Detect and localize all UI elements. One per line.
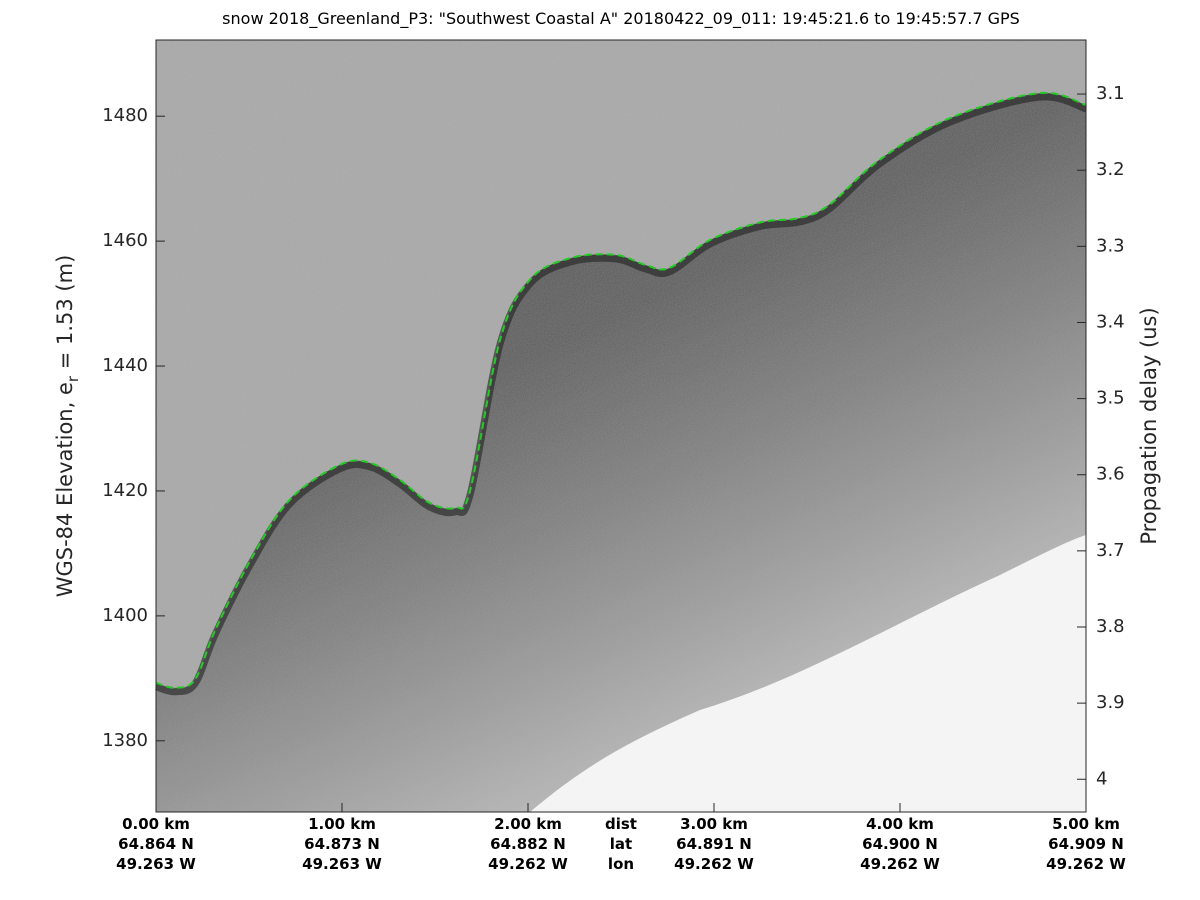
y-tick-label: 1440 — [102, 355, 148, 376]
lon-label: 49.262 W — [488, 855, 568, 873]
y-tick-label: 1420 — [102, 480, 148, 501]
row-label: lat — [610, 835, 632, 853]
plot-frame — [155, 39, 1087, 813]
no-data-region — [530, 535, 1086, 812]
lon-label: 49.262 W — [860, 855, 940, 873]
lat-label: 64.891 N — [676, 835, 752, 853]
y2-tick-label: 3.7 — [1096, 540, 1125, 561]
y2-tick-label: 3.5 — [1096, 388, 1125, 409]
lat-label: 64.900 N — [862, 835, 938, 853]
x-tick-label: 5.00 km — [1052, 815, 1120, 833]
y-tick-label: 1400 — [102, 605, 148, 626]
y2-tick-label: 3.1 — [1096, 83, 1125, 104]
lon-label: 49.263 W — [116, 855, 196, 873]
y2-tick-label: 3.8 — [1096, 616, 1125, 637]
y2-tick-label: 3.3 — [1096, 235, 1125, 256]
surface-line — [155, 91, 1087, 689]
x-tick-label: 2.00 km — [494, 815, 562, 833]
lon-label: 49.262 W — [1046, 855, 1126, 873]
lon-label: 49.262 W — [674, 855, 754, 873]
y2-tick-label: 3.9 — [1096, 692, 1125, 713]
surface-shadow — [154, 93, 1088, 696]
y-tick-label: 1380 — [102, 730, 148, 751]
y-tick-label: 1460 — [102, 230, 148, 251]
y2-tick-label: 3.6 — [1096, 464, 1125, 485]
row-label: lon — [608, 855, 634, 873]
y2-tick-label: 3.2 — [1096, 159, 1125, 180]
lat-label: 64.864 N — [118, 835, 194, 853]
lat-label: 64.873 N — [304, 835, 380, 853]
x-tick-label: 0.00 km — [122, 815, 190, 833]
y2-axis-label: Propagation delay (us) — [1137, 307, 1161, 544]
x-tick-label: 4.00 km — [866, 815, 934, 833]
x-tick-label: 3.00 km — [680, 815, 748, 833]
y-label-rest: = 1.53 (m) — [53, 255, 77, 376]
y-label-sub: r — [64, 375, 82, 382]
y2-tick-label: 4 — [1096, 768, 1107, 789]
plot-area — [156, 40, 1086, 812]
lat-label: 64.909 N — [1048, 835, 1124, 853]
y-tick-label: 1480 — [102, 105, 148, 126]
lat-label: 64.882 N — [490, 835, 566, 853]
row-label: dist — [605, 815, 637, 833]
x-tick-label: 1.00 km — [308, 815, 376, 833]
y-label-text: WGS-84 Elevation, e — [53, 382, 77, 597]
y2-tick-label: 3.4 — [1096, 311, 1125, 332]
lon-label: 49.263 W — [302, 855, 382, 873]
subsurface — [156, 92, 1086, 812]
chart-title: snow 2018_Greenland_P3: "Southwest Coast… — [222, 9, 1020, 29]
y-axis-label: WGS-84 Elevation, er = 1.53 (m) — [53, 255, 82, 598]
